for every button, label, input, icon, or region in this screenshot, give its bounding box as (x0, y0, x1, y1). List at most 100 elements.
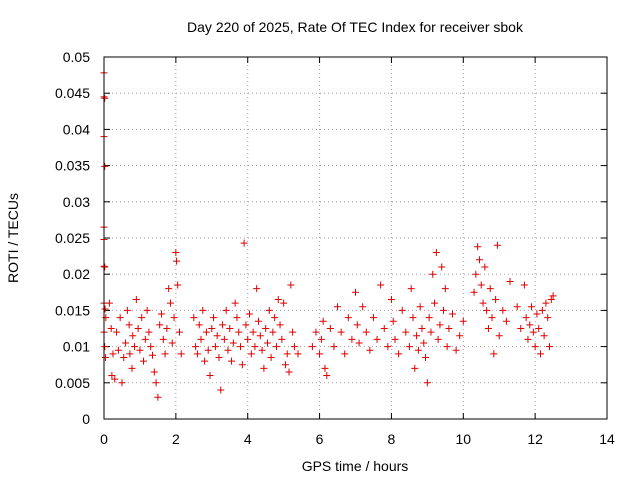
data-point (490, 350, 498, 358)
data-point (422, 353, 430, 361)
data-point (102, 314, 110, 322)
data-point (174, 281, 182, 289)
data-point (132, 296, 140, 304)
data-point (540, 332, 548, 340)
data-point (244, 335, 252, 343)
data-point (533, 310, 541, 318)
grid-lines (104, 57, 607, 419)
data-point (276, 321, 284, 329)
data-point (278, 335, 286, 343)
data-point (114, 346, 122, 354)
data-point (334, 303, 342, 311)
data-point (402, 328, 410, 336)
data-point (199, 306, 207, 314)
data-point (547, 296, 555, 304)
data-point (348, 335, 356, 343)
y-tick-label: 0.01 (63, 339, 90, 355)
x-tick-label: 14 (599, 431, 615, 447)
data-point (287, 281, 295, 289)
data-point (256, 332, 264, 340)
x-tick-label: 2 (172, 431, 180, 447)
data-point (429, 270, 437, 278)
x-axis-label: GPS time / hours (302, 458, 409, 474)
data-point (452, 346, 460, 354)
data-point (105, 299, 113, 307)
data-point (425, 314, 433, 322)
data-point (483, 306, 491, 314)
data-point (202, 328, 210, 336)
data-point (531, 343, 539, 351)
data-point (246, 310, 254, 318)
plot-frame (103, 56, 608, 420)
data-point (427, 328, 435, 336)
data-point (134, 325, 142, 332)
data-point (123, 306, 131, 314)
data-point (116, 314, 124, 322)
data-point (384, 343, 392, 351)
data-point (152, 379, 160, 387)
data-point (520, 281, 528, 289)
data-point (418, 325, 426, 332)
data-point (253, 285, 261, 293)
data-point (499, 306, 507, 314)
data-point (240, 239, 248, 247)
data-point (126, 350, 134, 358)
data-point (443, 343, 451, 351)
data-point (377, 281, 385, 289)
data-point (290, 343, 298, 351)
data-point (166, 299, 174, 307)
data-point (398, 306, 406, 314)
data-point (159, 335, 167, 343)
data-point (283, 350, 291, 358)
data-point (389, 317, 397, 325)
data-point (395, 350, 403, 358)
data-point (190, 314, 198, 322)
data-point (369, 314, 377, 322)
data-point (432, 248, 440, 256)
data-point (128, 364, 136, 372)
data-point (411, 364, 419, 372)
data-point (416, 303, 424, 311)
y-tick-label: 0.045 (55, 85, 90, 101)
data-point (140, 357, 148, 365)
data-point (109, 350, 117, 358)
data-point (229, 339, 237, 347)
y-tick-label: 0.04 (63, 121, 90, 137)
data-point (161, 350, 169, 358)
data-point (281, 361, 289, 369)
data-point (156, 321, 164, 329)
data-point (233, 314, 241, 322)
data-point (141, 335, 149, 343)
data-point (538, 306, 546, 314)
data-point (136, 346, 144, 354)
data-point (431, 299, 439, 307)
data-point (434, 335, 442, 343)
data-point (271, 314, 279, 322)
data-point (359, 303, 367, 311)
data-point (129, 332, 137, 340)
y-tick-label: 0.035 (55, 158, 90, 174)
data-point (522, 314, 530, 322)
data-point (352, 288, 359, 296)
data-point (470, 288, 478, 296)
data-point (211, 343, 219, 351)
data-point (101, 94, 109, 102)
y-tick-label: 0 (82, 411, 90, 427)
data-point (150, 368, 158, 376)
data-point (423, 379, 431, 387)
data-point (312, 328, 320, 336)
data-point (441, 285, 449, 293)
data-point (101, 305, 109, 313)
data-point (173, 257, 181, 265)
data-point (409, 314, 417, 322)
data-point (529, 328, 537, 336)
x-tick-labels: 0 2 4 6 8 10 12 14 (100, 431, 615, 447)
data-point (120, 353, 128, 361)
y-tick-label: 0.03 (63, 194, 90, 210)
data-point (238, 361, 246, 369)
data-point (101, 353, 109, 361)
data-point (289, 328, 297, 336)
data-point (544, 314, 552, 322)
data-point (528, 303, 536, 311)
data-point (215, 353, 223, 361)
